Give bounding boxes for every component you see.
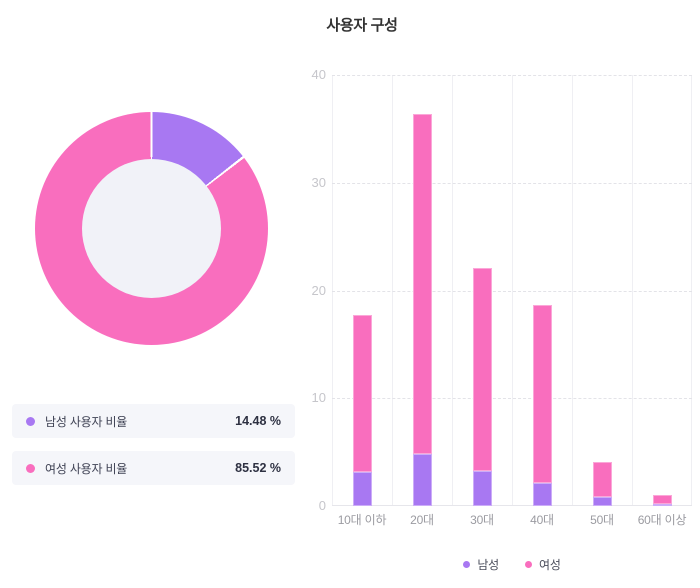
legend-item-남성[interactable]: 남성	[463, 556, 499, 573]
female-legend-label: 여성 사용자 비율	[45, 461, 128, 476]
bar-female-10대 이하[interactable]	[352, 315, 372, 472]
x-category-label: 30대	[470, 513, 494, 527]
x-category-label: 10대 이하	[337, 513, 387, 527]
x-category-label: 60대 이상	[637, 513, 687, 527]
female-color-dot	[26, 463, 35, 473]
horizontal-gridline	[332, 290, 692, 292]
donut-hole	[82, 159, 221, 298]
bar-chart-plot	[332, 75, 692, 506]
y-tick-label: 20	[311, 282, 326, 298]
legend-item-label: 남성	[477, 557, 499, 572]
bar-female-50대[interactable]	[592, 461, 612, 497]
legend-color-dot	[525, 560, 532, 568]
male-color-dot	[26, 416, 35, 426]
bar-male-60대 이상[interactable]	[652, 503, 672, 506]
bar-male-50대[interactable]	[592, 496, 612, 506]
bar-male-20대[interactable]	[412, 453, 432, 506]
male-legend-value: 14.48 %	[235, 414, 281, 428]
bar-female-60대 이상[interactable]	[652, 495, 672, 504]
x-category-label: 40대	[530, 513, 554, 527]
horizontal-gridline	[332, 75, 692, 76]
bar-female-30대[interactable]	[472, 267, 492, 471]
legend-item-여성[interactable]: 여성	[525, 556, 561, 573]
bar-male-10대 이하[interactable]	[352, 471, 372, 506]
page-title: 사용자 구성	[326, 17, 398, 34]
y-tick-label: 40	[311, 67, 326, 82]
horizontal-gridline	[332, 398, 692, 400]
male-legend-label: 남성 사용자 비율	[45, 414, 128, 429]
legend-item-label: 여성	[539, 557, 561, 572]
x-category-label: 20대	[410, 513, 434, 527]
bar-male-40대[interactable]	[532, 483, 552, 506]
x-axis-line	[332, 505, 692, 506]
legend-row-female: 여성 사용자 비율 85.52 %	[12, 451, 295, 485]
bar-female-40대[interactable]	[532, 304, 552, 484]
horizontal-gridline	[332, 182, 692, 184]
donut-chart[interactable]	[35, 112, 268, 345]
x-category-label: 50대	[590, 513, 614, 527]
y-tick-label: 30	[311, 174, 326, 190]
female-legend-value: 85.52 %	[235, 461, 281, 475]
y-tick-label: 0	[318, 498, 326, 513]
bar-female-20대[interactable]	[412, 113, 432, 454]
legend-color-dot	[463, 560, 471, 568]
bar-chart-legend: 남성 여성	[332, 555, 692, 573]
legend-row-male: 남성 사용자 비율 14.48 %	[12, 404, 295, 438]
bar-male-30대[interactable]	[472, 470, 492, 506]
y-tick-label: 10	[311, 390, 326, 406]
